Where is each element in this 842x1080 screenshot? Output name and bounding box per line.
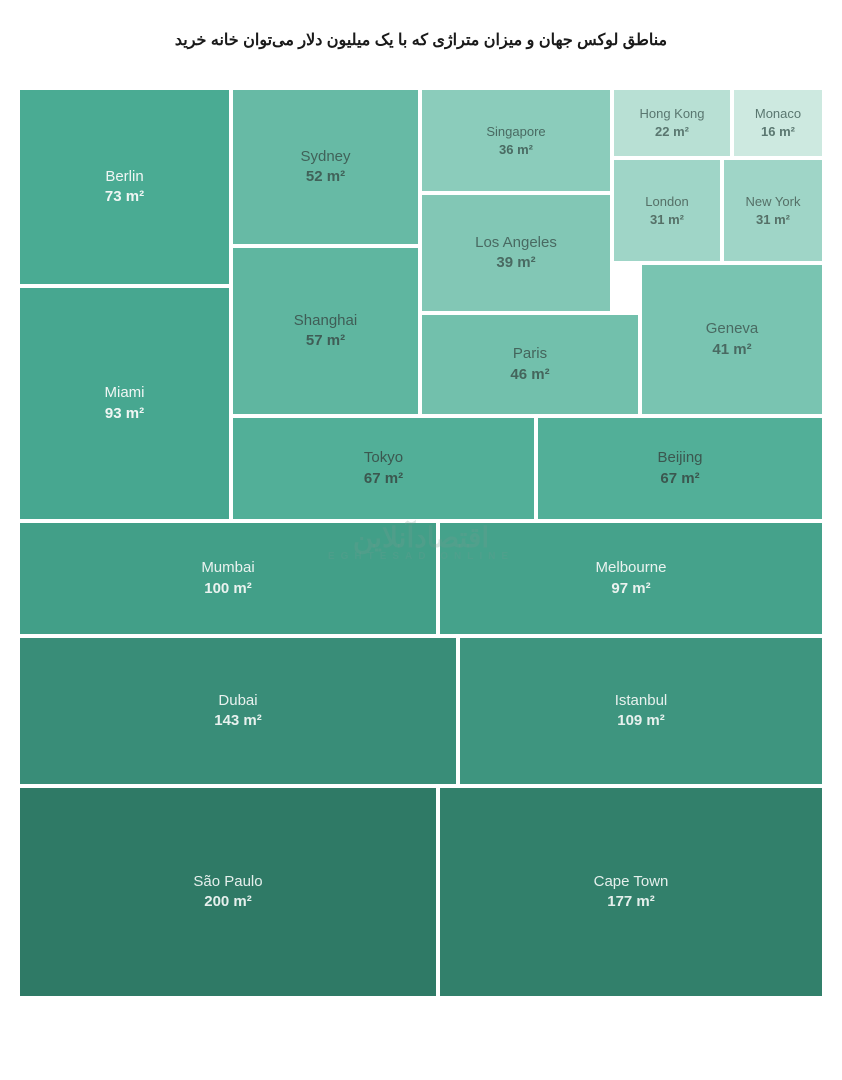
cell-value: 52 m² bbox=[306, 167, 345, 187]
treemap-cell: Mumbai100 m² bbox=[18, 521, 438, 636]
treemap-cell: Tokyo67 m² bbox=[231, 416, 536, 521]
cell-city: Shanghai bbox=[294, 311, 357, 331]
cell-value: 39 m² bbox=[496, 253, 535, 273]
cell-city: Miami bbox=[105, 383, 145, 403]
cell-city: Cape Town bbox=[594, 872, 669, 892]
cell-value: 93 m² bbox=[105, 404, 144, 424]
treemap-cell: New York31 m² bbox=[722, 158, 824, 263]
cell-value: 109 m² bbox=[617, 711, 665, 731]
cell-value: 57 m² bbox=[306, 331, 345, 351]
treemap-cell: Monaco16 m² bbox=[732, 88, 824, 158]
cell-value: 73 m² bbox=[105, 187, 144, 207]
cell-city: New York bbox=[746, 193, 801, 211]
cell-city: São Paulo bbox=[193, 872, 262, 892]
treemap-cell: Los Angeles39 m² bbox=[420, 193, 612, 313]
cell-city: Singapore bbox=[486, 123, 545, 141]
cell-city: Monaco bbox=[755, 105, 801, 123]
treemap-cell: Geneva41 m² bbox=[640, 263, 824, 416]
cell-value: 67 m² bbox=[660, 469, 699, 489]
cell-value: 67 m² bbox=[364, 469, 403, 489]
cell-value: 31 m² bbox=[756, 211, 790, 229]
cell-value: 143 m² bbox=[214, 711, 262, 731]
cell-city: Geneva bbox=[706, 319, 759, 339]
cell-city: Sydney bbox=[300, 147, 350, 167]
cell-city: Istanbul bbox=[615, 691, 668, 711]
treemap-cell: Berlin73 m² bbox=[18, 88, 231, 286]
cell-city: Los Angeles bbox=[475, 233, 557, 253]
treemap-cell: São Paulo200 m² bbox=[18, 786, 438, 998]
treemap-cell: Melbourne97 m² bbox=[438, 521, 824, 636]
cell-value: 177 m² bbox=[607, 892, 655, 912]
treemap-cell: Sydney52 m² bbox=[231, 88, 420, 246]
treemap-cell: Shanghai57 m² bbox=[231, 246, 420, 416]
treemap-cell: Istanbul109 m² bbox=[458, 636, 824, 786]
treemap-chart: اقتصادآنلاین EGHTESAD ONLINE Berlin73 m²… bbox=[18, 88, 824, 998]
cell-city: Beijing bbox=[657, 448, 702, 468]
cell-city: Dubai bbox=[218, 691, 257, 711]
cell-city: Tokyo bbox=[364, 448, 403, 468]
cell-value: 22 m² bbox=[655, 123, 689, 141]
cell-value: 41 m² bbox=[712, 340, 751, 360]
cell-value: 97 m² bbox=[611, 579, 650, 599]
cell-city: Hong Kong bbox=[639, 105, 704, 123]
chart-title: مناطق لوکس جهان و میزان متراژی که با یک … bbox=[18, 30, 824, 50]
treemap-cell: Dubai143 m² bbox=[18, 636, 458, 786]
treemap-cell: Beijing67 m² bbox=[536, 416, 824, 521]
cell-value: 46 m² bbox=[510, 365, 549, 385]
treemap-cell: Cape Town177 m² bbox=[438, 786, 824, 998]
treemap-cell: Singapore36 m² bbox=[420, 88, 612, 193]
treemap-cell: Hong Kong22 m² bbox=[612, 88, 732, 158]
cell-value: 31 m² bbox=[650, 211, 684, 229]
treemap-cell: London31 m² bbox=[612, 158, 722, 263]
cell-value: 36 m² bbox=[499, 141, 533, 159]
cell-city: London bbox=[645, 193, 688, 211]
cell-city: Melbourne bbox=[596, 558, 667, 578]
cell-city: Mumbai bbox=[201, 558, 254, 578]
cell-city: Berlin bbox=[105, 167, 143, 187]
cell-value: 100 m² bbox=[204, 579, 252, 599]
cell-city: Paris bbox=[513, 344, 547, 364]
treemap-cell: Paris46 m² bbox=[420, 313, 640, 416]
cell-value: 16 m² bbox=[761, 123, 795, 141]
treemap-cell: Miami93 m² bbox=[18, 286, 231, 521]
cell-value: 200 m² bbox=[204, 892, 252, 912]
